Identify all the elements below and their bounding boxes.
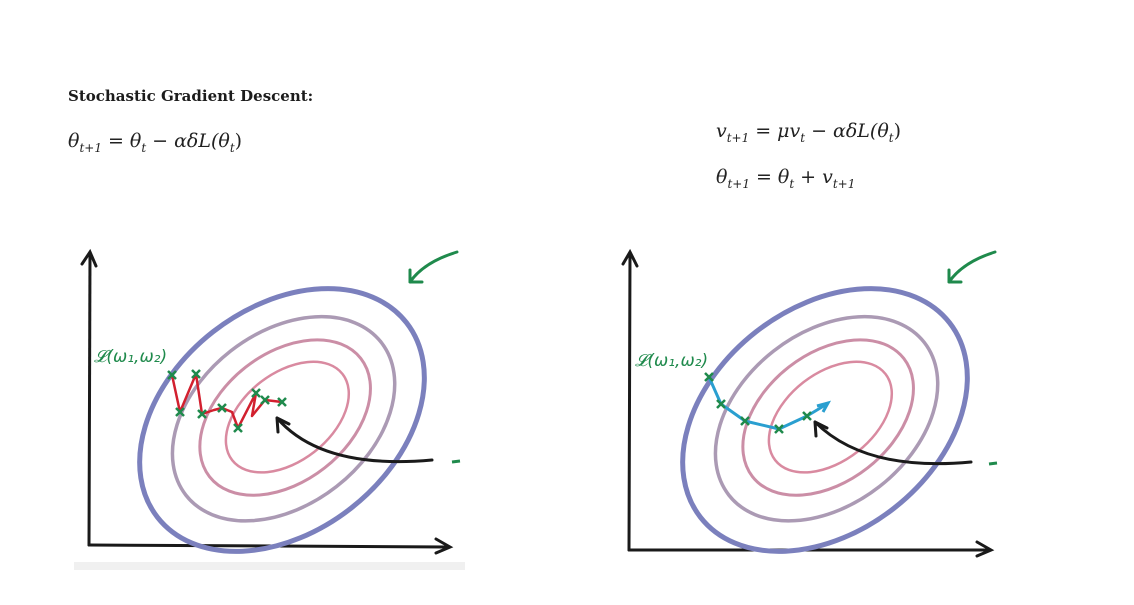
marker [704, 372, 714, 382]
contour-outer [680, 286, 970, 554]
green-dash [988, 461, 998, 466]
contour-outer [137, 286, 427, 554]
momentum-theta-equation: θt+1 = θt + vt+1 [716, 166, 856, 191]
eq-theta-lhs: θ [716, 166, 728, 188]
eq-theta-t2-sub: t+1 [832, 176, 856, 191]
marker [802, 411, 812, 421]
eq-v-lhs: v [716, 120, 727, 142]
eq-theta-t1-sub: t [789, 176, 795, 191]
eq-sgd-rest: αδL(θ [174, 130, 230, 152]
eq-sgd-close: ) [234, 130, 243, 152]
minimum-pointer-arrow [275, 416, 434, 464]
y-axis [87, 252, 92, 547]
marker [740, 416, 750, 426]
marker [774, 424, 784, 434]
marker [197, 409, 207, 419]
contour-3 [198, 338, 372, 497]
contour-4 [224, 360, 351, 474]
eq-sgd-t1-sub: t [141, 140, 147, 155]
green-pointer-arrow [408, 250, 459, 284]
eq-theta-lhs-sub: t+1 [727, 176, 750, 191]
contour-2 [170, 314, 397, 523]
marker [233, 423, 243, 433]
eq-theta-t2: v [822, 166, 833, 188]
y-axis-arrowhead [80, 248, 98, 268]
eq-sgd-t1: θ [129, 130, 142, 152]
sgd-contour-diagram: 𝓛(ω₁,ω₂) [80, 248, 461, 555]
x-axis-arrowhead [434, 537, 454, 555]
eq-theta-t1: θ [777, 166, 790, 188]
contours [680, 286, 970, 554]
x-axis-arrowhead [975, 540, 995, 558]
contour-3 [741, 338, 915, 497]
marker [191, 369, 201, 379]
green-dash [451, 459, 461, 464]
eq-v-rest: αδL(θ [833, 120, 889, 142]
image-bottom-edge [74, 562, 465, 570]
eq-v-close: ) [893, 120, 902, 142]
marker [217, 403, 227, 413]
minimum-pointer-arrow [813, 420, 973, 466]
momentum-step-markers [704, 372, 812, 434]
marker [260, 395, 270, 405]
sgd-zigzag-path [170, 372, 283, 430]
momentum-contour-diagram: 𝓛(ω₁,ω₂) [621, 248, 998, 558]
marker [277, 397, 287, 407]
marker [167, 370, 177, 380]
eq-v-rest-sub: t [888, 130, 894, 145]
momentum-velocity-equation: vt+1 = μvt − αδL(θt) [716, 120, 902, 145]
y-axis-arrowhead [621, 248, 639, 268]
sgd-equation: θt+1 = θt − αδL(θt) [68, 130, 243, 155]
contour-2 [713, 314, 940, 523]
marker [175, 407, 185, 417]
contour-4 [767, 360, 894, 474]
marker [716, 399, 726, 409]
function-label: 𝓛(ω₁,ω₂) [635, 351, 708, 371]
function-label: 𝓛(ω₁,ω₂) [94, 347, 167, 367]
contours [137, 286, 427, 554]
eq-sgd-rest-sub: t [229, 140, 235, 155]
section-heading: Stochastic Gradient Descent: [68, 87, 314, 105]
sgd-step-markers [167, 369, 287, 433]
momentum-path-arrowhead [816, 400, 832, 413]
green-pointer-arrow [947, 250, 997, 284]
eq-v-lhs-sub: t+1 [726, 130, 750, 145]
y-axis [627, 252, 632, 552]
eq-v-mu: μv [777, 120, 801, 142]
eq-sgd-lhs-sub: t+1 [79, 140, 102, 155]
eq-v-mu-sub: t [800, 130, 806, 145]
eq-sgd-lhs: θ [68, 130, 80, 152]
marker [251, 388, 261, 398]
